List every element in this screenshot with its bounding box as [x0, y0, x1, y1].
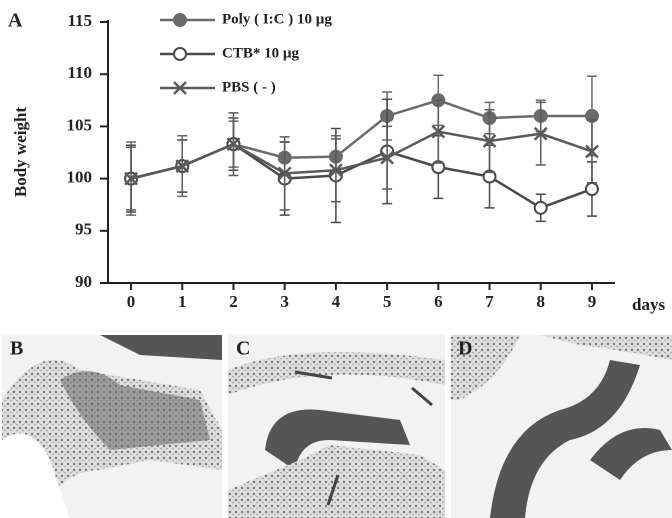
data-line: [130, 98, 592, 180]
x-tick-label: 8: [536, 292, 545, 311]
y-tick-label: 90: [75, 272, 92, 291]
data-point: [431, 124, 446, 139]
data-point: [482, 134, 497, 148]
micrograph: [451, 335, 672, 518]
data-point: [585, 144, 599, 159]
x-axis-label: days: [632, 295, 665, 314]
x-tick-label: 1: [178, 292, 187, 311]
x-tick-label: 2: [229, 292, 238, 311]
data-point: [533, 126, 548, 141]
micrograph: [228, 335, 445, 518]
y-tick-label: 95: [75, 220, 92, 239]
panel-label: A: [8, 10, 23, 32]
legend-label: CTB* 10 µg: [222, 45, 299, 61]
data-point: [584, 182, 599, 197]
panel-label: B: [10, 338, 23, 360]
data-point: [277, 166, 292, 181]
x-tick-label: 3: [280, 292, 289, 311]
data-point: [329, 163, 343, 178]
y-tick-label: 115: [67, 11, 92, 30]
y-tick-label: 105: [67, 115, 93, 134]
legend-label: PBS ( - ): [222, 79, 276, 95]
x-tick-label: 0: [127, 292, 136, 311]
x-tick-label: 9: [588, 292, 597, 311]
y-tick-label: 110: [67, 63, 92, 82]
y-tick-label: 100: [67, 168, 93, 187]
panel-label: D: [458, 338, 472, 360]
data-point: [380, 150, 394, 165]
legend-marker: [173, 47, 187, 61]
legend-marker: [173, 81, 187, 95]
data-point: [175, 159, 190, 173]
y-axis-label: Body weight: [11, 107, 30, 198]
data-line: [130, 130, 593, 180]
legend-label: Poly ( I:C ) 10 µg: [222, 11, 332, 27]
data-line: [130, 142, 593, 210]
panel-label: C: [236, 338, 250, 360]
legend-marker: [173, 13, 187, 27]
x-tick-label: 6: [434, 292, 443, 311]
data-point: [124, 171, 138, 186]
data-point: [533, 200, 548, 215]
micrograph: [2, 335, 222, 518]
x-tick-label: 5: [383, 292, 392, 311]
x-tick-label: 4: [332, 292, 341, 311]
data-point: [226, 137, 241, 152]
x-tick-label: 7: [485, 292, 494, 311]
